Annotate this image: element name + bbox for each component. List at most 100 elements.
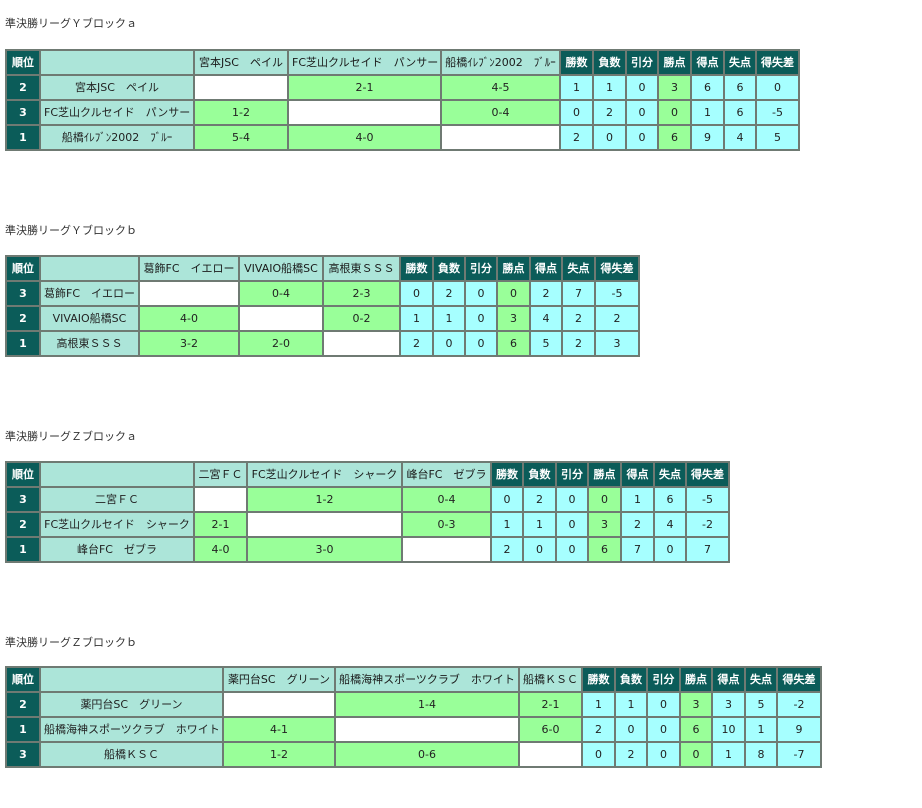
stat-header-draws: 引分	[646, 666, 681, 693]
header-row: 順位 葛飾FC イエロー VIVAIO船橋SC 高根東ＳＳＳ 勝数 負数 引分 …	[5, 255, 640, 282]
team-name-cell: 葛飾FC イエロー	[39, 280, 140, 307]
score-cell: 4-0	[138, 305, 240, 332]
stat-cell-losses: 1	[522, 511, 557, 538]
stat-cell-goals-against: 6	[653, 486, 687, 513]
score-cell: 1-4	[334, 691, 520, 718]
stat-cell-goal-diff: 9	[776, 716, 822, 743]
self-match-cell	[401, 536, 492, 563]
rank-cell: 2	[5, 691, 41, 718]
stat-cell-goal-diff: -2	[776, 691, 822, 718]
score-cell: 0-4	[440, 99, 561, 126]
team-name-cell: FC芝山クルセイド パンサー	[39, 99, 195, 126]
stat-cell-goals-for: 6	[690, 74, 725, 101]
score-cell: 0-3	[401, 511, 492, 538]
stat-header-goals-against: 失点	[723, 49, 757, 76]
stat-cell-losses: 2	[592, 99, 627, 126]
stat-cell-goals-against: 2	[561, 330, 596, 357]
league-table: 順位 薬円台SC グリーン 船橋海神スポーツクラブ ホワイト 船橋ＫＳＣ 勝数 …	[5, 666, 822, 768]
rank-header: 順位	[5, 666, 41, 693]
team-column-header: FC芝山クルセイド シャーク	[246, 461, 403, 488]
score-cell: 2-3	[322, 280, 401, 307]
stat-cell-draws: 0	[625, 99, 659, 126]
team-name-cell: 薬円台SC グリーン	[39, 691, 224, 718]
table-row: 3 FC芝山クルセイド パンサー 1-2 0-4 0 2 0 0 1 6 -5	[5, 99, 800, 126]
score-cell: 2-1	[518, 691, 583, 718]
header-row: 順位 宮本JSC ペイル FC芝山クルセイド パンサー 船橋ｲﾚﾌﾞﾝ2002 …	[5, 49, 800, 76]
stat-header-draws: 引分	[625, 49, 659, 76]
table-row: 3 二宮ＦＣ 1-2 0-4 0 2 0 0 1 6 -5	[5, 486, 730, 513]
stat-cell-goal-diff: 2	[594, 305, 640, 332]
table-row: 1 高根東ＳＳＳ 3-2 2-0 2 0 0 6 5 2 3	[5, 330, 640, 357]
stat-cell-goal-diff: -7	[776, 741, 822, 768]
score-cell: 0-4	[238, 280, 324, 307]
stat-cell-points: 3	[587, 511, 622, 538]
score-cell: 3-2	[138, 330, 240, 357]
stat-header-losses: 負数	[522, 461, 557, 488]
stat-cell-goals-against: 5	[744, 691, 778, 718]
score-cell: 4-5	[440, 74, 561, 101]
rank-cell: 2	[5, 511, 41, 538]
score-cell: 0-4	[401, 486, 492, 513]
corner-cell	[39, 666, 224, 693]
stat-header-wins: 勝数	[581, 666, 616, 693]
self-match-cell	[238, 305, 324, 332]
stat-cell-wins: 0	[490, 486, 524, 513]
self-match-cell	[334, 716, 520, 743]
rank-cell: 2	[5, 305, 41, 332]
stat-cell-losses: 0	[592, 124, 627, 151]
team-column-header: 葛飾FC イエロー	[138, 255, 240, 282]
stat-cell-wins: 2	[399, 330, 434, 357]
league-table: 順位 葛飾FC イエロー VIVAIO船橋SC 高根東ＳＳＳ 勝数 負数 引分 …	[5, 255, 640, 357]
team-column-header: 高根東ＳＳＳ	[322, 255, 401, 282]
rank-cell: 2	[5, 74, 41, 101]
stat-cell-points: 3	[496, 305, 531, 332]
self-match-cell	[440, 124, 561, 151]
stat-header-losses: 負数	[592, 49, 627, 76]
stat-cell-draws: 0	[555, 536, 589, 563]
block-title: 準決勝リーグＺブロックｂ	[5, 636, 137, 649]
block-title: 準決勝リーグＹブロックａ	[5, 17, 137, 30]
table-row: 1 船橋ｲﾚﾌﾞﾝ2002 ﾌﾞﾙｰ 5-4 4-0 2 0 0 6 9 4 5	[5, 124, 800, 151]
league-table: 順位 二宮ＦＣ FC芝山クルセイド シャーク 峰台FC ゼブラ 勝数 負数 引分…	[5, 461, 730, 563]
stat-cell-goals-for: 1	[690, 99, 725, 126]
stat-header-goal-diff: 得失差	[685, 461, 730, 488]
team-column-header: VIVAIO船橋SC	[238, 255, 324, 282]
stat-cell-goals-for: 1	[711, 741, 746, 768]
rank-header: 順位	[5, 461, 41, 488]
corner-cell	[39, 255, 140, 282]
self-match-cell	[222, 691, 336, 718]
table-row: 2 宮本JSC ペイル 2-1 4-5 1 1 0 3 6 6 0	[5, 74, 800, 101]
stat-cell-losses: 0	[522, 536, 557, 563]
team-column-header: 峰台FC ゼブラ	[401, 461, 492, 488]
stat-cell-points: 0	[679, 741, 713, 768]
stat-cell-draws: 0	[646, 716, 681, 743]
team-name-cell: FC芝山クルセイド シャーク	[39, 511, 195, 538]
stat-cell-goals-for: 3	[711, 691, 746, 718]
team-column-header: 船橋ｲﾚﾌﾞﾝ2002 ﾌﾞﾙｰ	[440, 49, 561, 76]
stat-cell-points: 0	[657, 99, 692, 126]
self-match-cell	[193, 486, 248, 513]
rank-cell: 3	[5, 280, 41, 307]
stat-header-wins: 勝数	[490, 461, 524, 488]
stat-cell-wins: 0	[399, 280, 434, 307]
stat-cell-goals-against: 2	[561, 305, 596, 332]
stat-cell-goal-diff: 7	[685, 536, 730, 563]
corner-cell	[39, 461, 195, 488]
stat-cell-goals-for: 2	[529, 280, 563, 307]
header-row: 順位 薬円台SC グリーン 船橋海神スポーツクラブ ホワイト 船橋ＫＳＣ 勝数 …	[5, 666, 822, 693]
team-name-cell: 峰台FC ゼブラ	[39, 536, 195, 563]
stat-cell-draws: 0	[464, 305, 498, 332]
stat-cell-points: 6	[657, 124, 692, 151]
stat-cell-goal-diff: 0	[755, 74, 800, 101]
team-column-header: 宮本JSC ペイル	[193, 49, 289, 76]
stat-header-goals-for: 得点	[711, 666, 746, 693]
stat-cell-goal-diff: -5	[755, 99, 800, 126]
stat-cell-goals-for: 4	[529, 305, 563, 332]
stat-header-goals-against: 失点	[561, 255, 596, 282]
stat-cell-goals-for: 2	[620, 511, 655, 538]
self-match-cell	[518, 741, 583, 768]
stat-cell-draws: 0	[555, 511, 589, 538]
table-row: 2 FC芝山クルセイド シャーク 2-1 0-3 1 1 0 3 2 4 -2	[5, 511, 730, 538]
team-column-header: 船橋ＫＳＣ	[518, 666, 583, 693]
stat-cell-wins: 1	[581, 691, 616, 718]
